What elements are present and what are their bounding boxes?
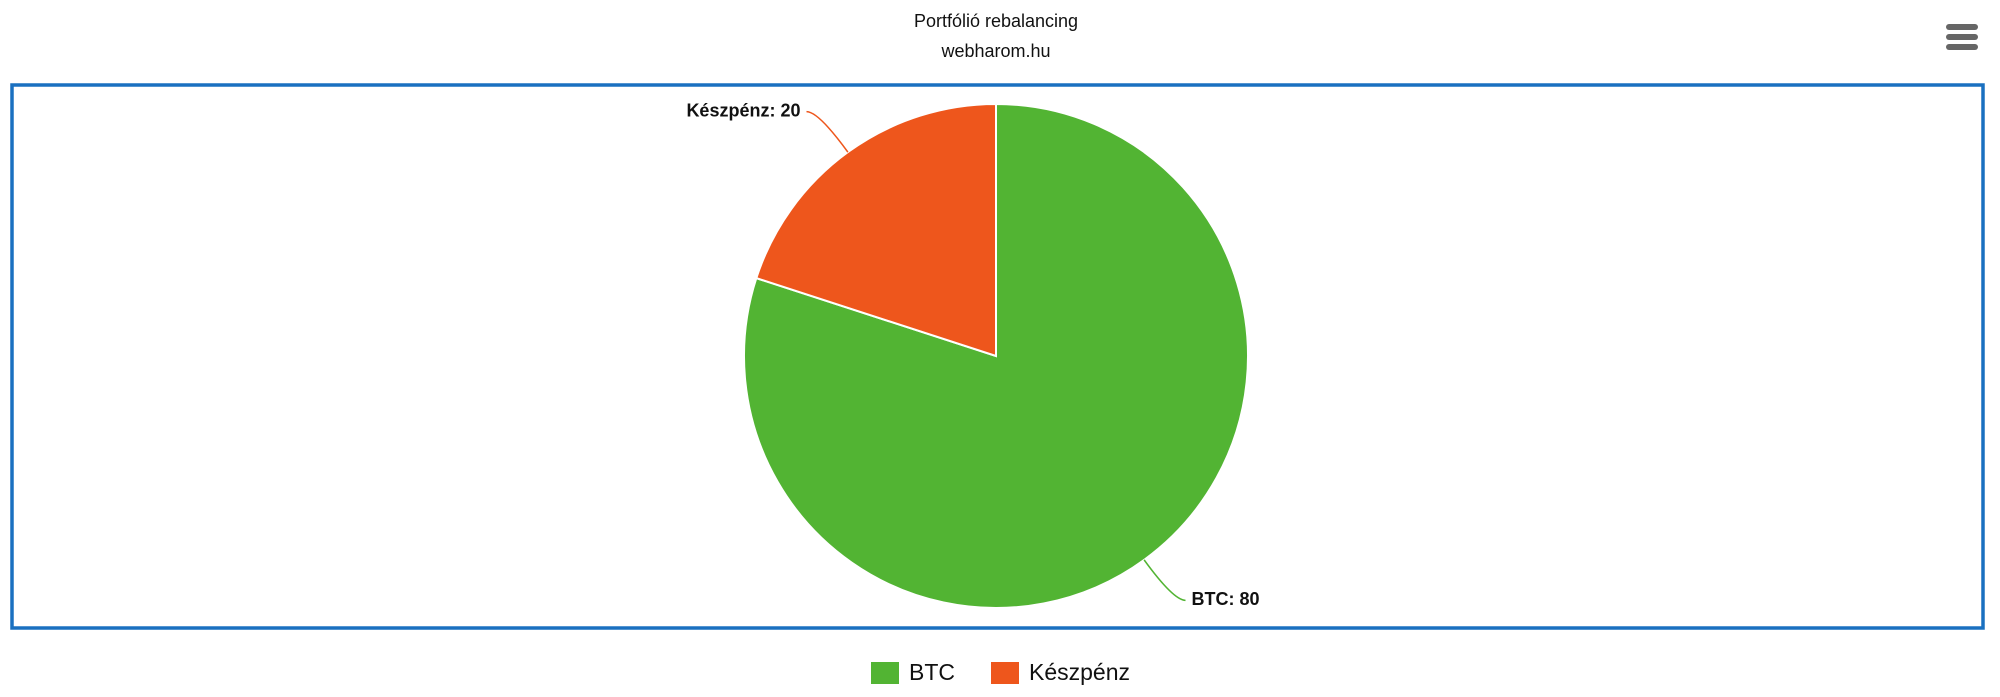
chart-subtitle: webharom.hu — [940, 41, 1050, 61]
menu-button[interactable] — [1946, 24, 1978, 50]
legend-swatch — [871, 662, 899, 684]
chart-title: Portfólió rebalancing — [914, 11, 1078, 31]
menu-bar — [1946, 34, 1978, 40]
label-connector — [806, 110, 849, 153]
menu-bar — [1946, 24, 1978, 30]
legend-swatch — [991, 662, 1019, 684]
legend-label[interactable]: BTC — [909, 659, 955, 685]
plot-frame — [10, 83, 1985, 630]
menu-bar — [1946, 44, 1978, 50]
label-connector — [1143, 559, 1186, 602]
pie-slice — [755, 102, 997, 358]
data-label: BTC: 80 — [1192, 589, 1260, 609]
legend-label[interactable]: Készpénz — [1029, 659, 1130, 685]
data-label: Készpénz: 20 — [686, 100, 800, 120]
